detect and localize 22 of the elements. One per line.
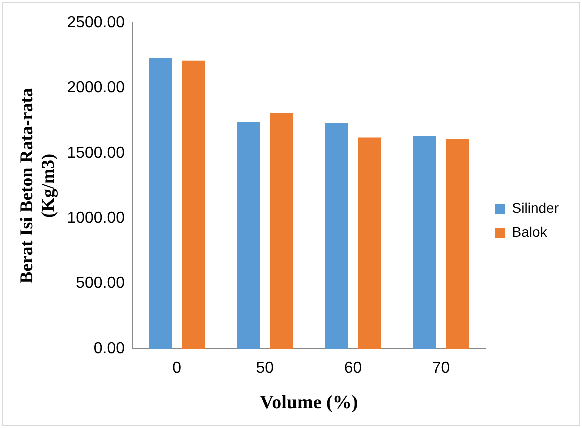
x-tick-label: 70 bbox=[432, 360, 450, 378]
bar bbox=[182, 60, 206, 349]
y-tick-label: 2500.00 bbox=[67, 14, 126, 32]
bar bbox=[325, 123, 348, 349]
y-tick-label: 0.00 bbox=[94, 340, 126, 358]
x-tick-label: 0 bbox=[172, 360, 182, 378]
y-tick-label: 1000.00 bbox=[67, 210, 126, 228]
y-tick-label: 2000.00 bbox=[67, 80, 126, 97]
legend-label: Balok bbox=[512, 224, 548, 240]
y-axis-title: Berat Isi Beton Rata-rata (Kg/m3) bbox=[16, 88, 58, 284]
bar bbox=[237, 122, 260, 349]
x-tick-label: 50 bbox=[256, 360, 274, 378]
x-tick-label: 60 bbox=[344, 360, 362, 378]
x-axis-title: Volume (%) bbox=[260, 392, 358, 414]
legend-label: Silinder bbox=[512, 200, 560, 216]
bar bbox=[358, 138, 382, 349]
bar bbox=[270, 112, 294, 349]
y-tick-label: 500.00 bbox=[76, 275, 126, 292]
bar bbox=[413, 136, 436, 349]
bar bbox=[446, 139, 470, 349]
bar bbox=[149, 58, 172, 349]
y-tick-label: 1500.00 bbox=[67, 144, 126, 162]
